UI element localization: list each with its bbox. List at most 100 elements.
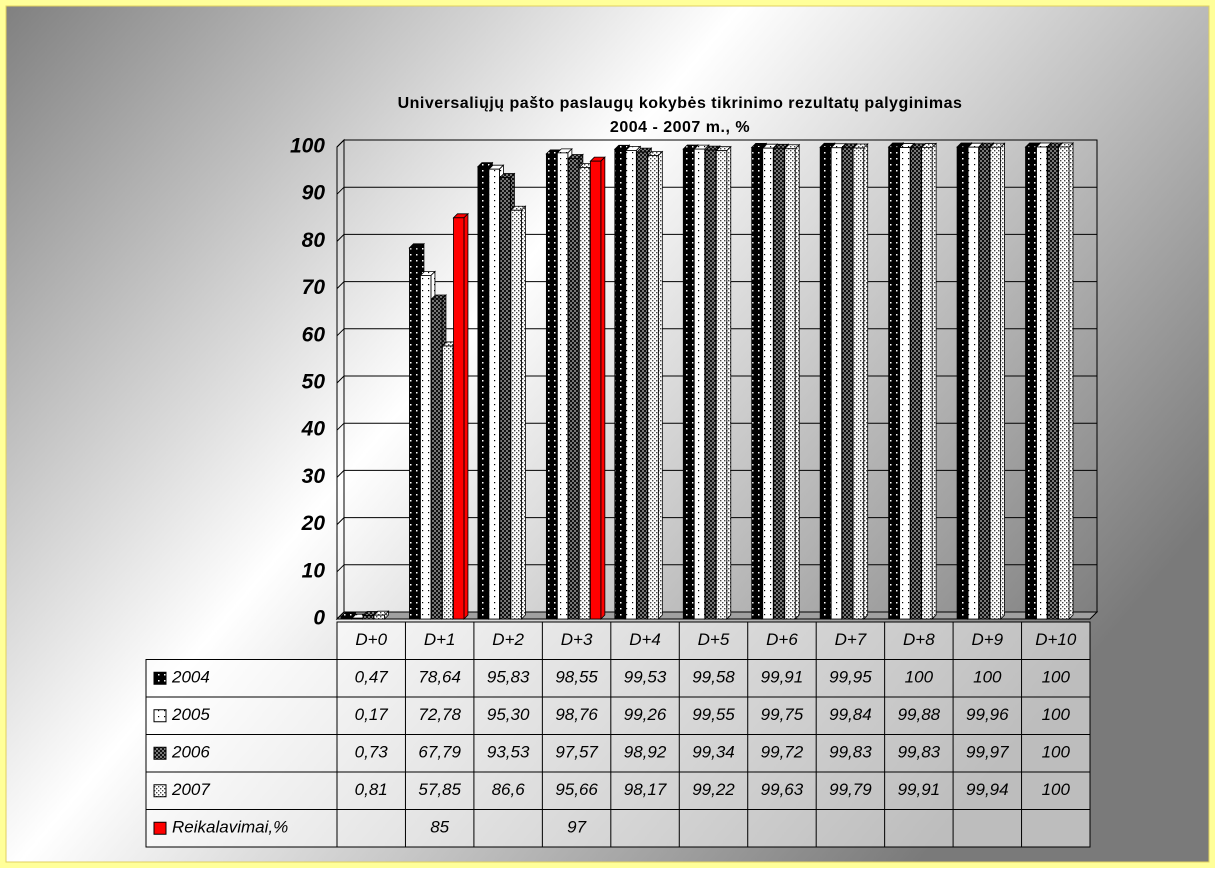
bar-side bbox=[463, 212, 469, 620]
grid-line bbox=[336, 281, 345, 289]
grid-line bbox=[336, 328, 345, 337]
data-label: 99,83 bbox=[829, 743, 872, 762]
chart-subtitle: 2004 - 2007 m., % bbox=[610, 119, 750, 136]
data-label: 100 bbox=[1042, 780, 1071, 799]
x-tick-label: D+1 bbox=[424, 630, 456, 649]
bar bbox=[625, 150, 637, 620]
y-tick-label: 20 bbox=[301, 512, 326, 535]
y-tick-label: 90 bbox=[302, 182, 326, 205]
bar bbox=[567, 158, 580, 620]
bar bbox=[921, 147, 933, 620]
bar bbox=[556, 152, 569, 620]
bar bbox=[784, 148, 796, 620]
x-tick-label: D+3 bbox=[561, 630, 593, 649]
bar bbox=[373, 614, 385, 620]
y-tick-label: 50 bbox=[302, 371, 326, 394]
grid-line bbox=[336, 517, 345, 525]
data-label: 100 bbox=[905, 668, 934, 687]
data-label: 95,83 bbox=[487, 668, 530, 687]
data-label: 78,64 bbox=[418, 668, 461, 687]
bar bbox=[682, 148, 695, 620]
bar-side bbox=[657, 150, 663, 620]
bar bbox=[989, 146, 1001, 620]
x-tick-label: D+2 bbox=[492, 630, 524, 649]
legend-swatch bbox=[153, 821, 167, 835]
data-label: 97 bbox=[567, 818, 586, 837]
y-tick-label: 60 bbox=[302, 323, 326, 346]
grid-line bbox=[336, 234, 345, 242]
bar bbox=[1036, 146, 1048, 620]
data-label: 99,94 bbox=[966, 780, 1009, 799]
bar bbox=[431, 298, 443, 620]
y-tick-label: 70 bbox=[302, 276, 326, 299]
bar bbox=[852, 147, 865, 620]
bar-side bbox=[863, 143, 869, 620]
data-label: 99,96 bbox=[966, 705, 1009, 724]
data-label: 99,22 bbox=[692, 780, 735, 799]
bar bbox=[420, 275, 432, 620]
x-tick-label: D+7 bbox=[835, 630, 867, 649]
x-tick-label: D+4 bbox=[629, 630, 661, 649]
bar-side bbox=[600, 156, 606, 620]
grid-line bbox=[336, 422, 345, 431]
data-label: 85 bbox=[430, 818, 449, 837]
bar bbox=[762, 147, 774, 620]
data-label: 72,78 bbox=[418, 705, 461, 724]
data-label: 99,58 bbox=[692, 668, 735, 687]
data-label: 0,73 bbox=[355, 743, 389, 762]
y-tick-label: 10 bbox=[302, 559, 326, 582]
data-label: 99,91 bbox=[898, 780, 941, 799]
data-label: 99,88 bbox=[898, 705, 941, 724]
legend-swatch bbox=[153, 671, 167, 685]
bar bbox=[488, 168, 500, 620]
grid-line bbox=[336, 375, 345, 384]
bar bbox=[715, 150, 728, 620]
data-label: 0,47 bbox=[355, 668, 389, 687]
bar bbox=[340, 616, 352, 620]
bar bbox=[614, 148, 626, 620]
data-label: 99,84 bbox=[829, 705, 872, 724]
y-tick-label: 80 bbox=[302, 229, 326, 252]
bar bbox=[819, 146, 832, 620]
data-label: 99,91 bbox=[761, 668, 804, 687]
grid-line bbox=[336, 470, 345, 478]
bar bbox=[910, 147, 922, 620]
bar bbox=[453, 217, 465, 620]
data-label: 99,63 bbox=[761, 780, 804, 799]
bar bbox=[751, 147, 763, 620]
bar bbox=[477, 166, 489, 620]
bar bbox=[499, 177, 511, 620]
data-label: 95,66 bbox=[555, 780, 598, 799]
data-label: 99,79 bbox=[829, 780, 872, 799]
data-label: 95,30 bbox=[487, 705, 530, 724]
bar bbox=[967, 146, 979, 620]
bar bbox=[589, 160, 602, 620]
legend-label: 2007 bbox=[171, 780, 210, 799]
legend-label: 2005 bbox=[171, 705, 210, 724]
data-label: 97,57 bbox=[555, 743, 598, 762]
x-tick-label: D+9 bbox=[971, 630, 1003, 649]
data-label: 99,83 bbox=[898, 743, 941, 762]
data-label: 100 bbox=[1042, 705, 1071, 724]
x-tick-label: D+0 bbox=[355, 630, 387, 649]
grid-line bbox=[336, 186, 345, 195]
bar bbox=[578, 167, 591, 620]
x-tick-label: D+10 bbox=[1035, 630, 1077, 649]
data-label: 99,53 bbox=[624, 668, 667, 687]
bar bbox=[693, 148, 706, 620]
grid-line bbox=[336, 564, 345, 573]
y-tick-label: 40 bbox=[301, 418, 326, 441]
x-tick-label: D+6 bbox=[766, 630, 798, 649]
bar bbox=[636, 151, 648, 620]
data-label: 86,6 bbox=[492, 780, 526, 799]
grid-line bbox=[336, 611, 345, 620]
bar-side bbox=[931, 142, 937, 620]
legend-label: Reikalavimai,% bbox=[172, 818, 288, 837]
data-label: 98,92 bbox=[624, 743, 667, 762]
bar bbox=[888, 146, 900, 620]
data-label: 99,75 bbox=[761, 705, 804, 724]
bar-side bbox=[1000, 142, 1005, 620]
legend-swatch bbox=[153, 709, 167, 723]
data-label: 0,81 bbox=[355, 780, 388, 799]
chart-title: Universaliųjų pašto paslaugų kokybės tik… bbox=[398, 95, 963, 112]
